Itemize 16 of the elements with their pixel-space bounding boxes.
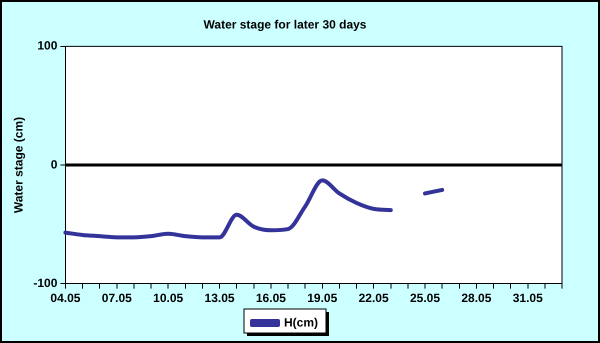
y-tick-label: -100	[33, 276, 58, 290]
x-tick-label: 07.05	[102, 291, 132, 306]
x-tick-label: 10.05	[153, 291, 184, 306]
x-tick-label: 31.05	[512, 291, 544, 306]
x-tick-label: 16.05	[256, 291, 286, 306]
x-tick-label: 25.05	[410, 291, 440, 306]
legend-label: H(cm)	[284, 315, 318, 330]
chart-title: Water stage for later 30 days	[204, 18, 367, 32]
x-tick-label: 19.05	[307, 291, 338, 306]
y-tick-label: 0	[50, 157, 58, 172]
y-axis-title: Water stage (cm)	[12, 116, 26, 214]
x-tick-label: 04.05	[50, 291, 81, 306]
x-tick-label: 28.05	[461, 291, 492, 306]
x-tick-label: 13.05	[204, 291, 235, 306]
y-tick-label: 100	[37, 38, 58, 53]
x-tick-label: 22.05	[358, 291, 389, 306]
